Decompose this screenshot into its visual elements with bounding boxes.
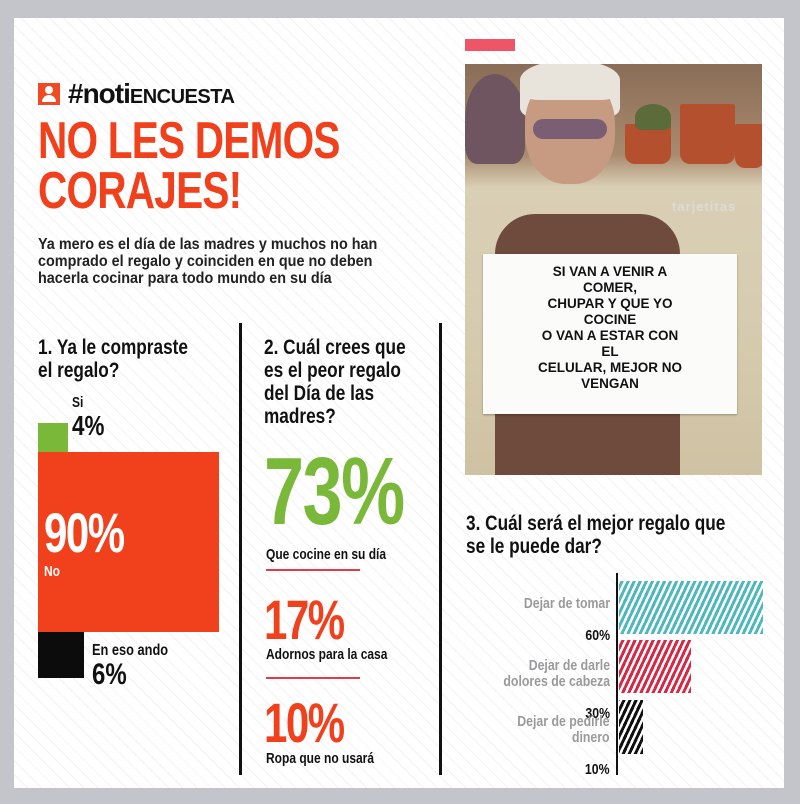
q3-answer-1-label: Dejar de tomar 60% [524, 580, 610, 660]
q2-answer-1-pct: 73% [264, 438, 405, 545]
brand-name: #notiENCUESTA [68, 78, 235, 110]
user-icon [38, 83, 60, 105]
q2-answer-3-label: Ropa que no usará [266, 750, 375, 767]
q1-si-block [38, 423, 68, 452]
page-title: NO LES DEMOS CORAJES! [38, 112, 340, 220]
q1-title-line-1: 1. Ya le compraste [38, 336, 188, 359]
q2-title-line-4: madres? [264, 405, 336, 428]
accent-tab [465, 39, 515, 51]
photo-watermark: tarjetitas [672, 199, 737, 214]
title-line-2: CORAJES! [38, 162, 242, 220]
q3-answer-3-label: Dejar de pedirle dinero 10% [518, 698, 610, 788]
infographic-card: #notiENCUESTA NO LES DEMOS CORAJES! Ya m… [14, 18, 784, 788]
brand-header: #notiENCUESTA [38, 78, 235, 110]
q1-si-label: Si [72, 394, 84, 411]
q3-bar-3 [619, 700, 643, 754]
q1-no-block [38, 452, 219, 632]
q2-title-line-2: es el peor regalo [264, 359, 401, 382]
q3-title: 3. Cuál será el mejor regalo que se le p… [466, 512, 725, 558]
q3-bar-2 [619, 640, 691, 693]
column-divider [239, 323, 242, 775]
column-divider [439, 323, 442, 775]
q3-axis [616, 573, 618, 775]
q2-title-line-1: 2. Cuál crees que [264, 336, 406, 359]
q1-no-pct: 90% [44, 501, 125, 564]
q2-title-line-3: del Día de las [264, 382, 375, 405]
q2-title: 2. Cuál crees que es el peor regalo del … [264, 336, 406, 428]
brand-encuesta: ENCUESTA [129, 86, 235, 108]
q2-answer-1-label: Que cocine en su día [266, 546, 387, 563]
q3-bar-1 [619, 581, 763, 634]
brand-hashtag: #noti [68, 78, 131, 109]
q3-answer-2-pct: 30% [585, 705, 610, 722]
divider [266, 569, 360, 571]
q3-answer-1-pct: 60% [585, 627, 610, 644]
divider [266, 677, 360, 679]
q1-title: 1. Ya le compraste el regalo? [38, 336, 188, 382]
q3-answer-1-text: Dejar de tomar [523, 595, 610, 612]
intro-text: Ya mero es el día de las madres y muchos… [38, 236, 378, 287]
q3-answer-2-text: Dejar de darle dolores de cabeza [503, 657, 610, 690]
q2-answer-2-pct: 17% [264, 588, 345, 651]
protest-sign: SI VAN A VENIR A COMER, CHUPAR Y QUE YO … [483, 254, 737, 414]
title-line-1: NO LES DEMOS [38, 112, 340, 170]
q1-en-eso-ando-pct: 6% [92, 658, 127, 691]
q1-en-eso-ando-label: En eso ando [92, 642, 169, 659]
q3-answer-3-text: Dejar de pedirle dinero [517, 713, 610, 746]
q1-si-pct: 4% [72, 410, 105, 441]
q1-title-line-2: el regalo? [38, 359, 120, 382]
sign-text: SI VAN A VENIR A COMER, CHUPAR Y QUE YO … [537, 264, 682, 391]
q3-title-line-1: 3. Cuál será el mejor regalo que [466, 512, 726, 535]
photo-grandmother-sign: tarjetitas SI VAN A VENIR A COMER, CHUPA… [465, 64, 762, 475]
q3-title-line-2: se le puede dar? [466, 535, 602, 558]
q3-answer-2-label: Dejar de darle dolores de cabeza 30% [503, 642, 610, 738]
q2-answer-2-label: Adornos para la casa [266, 646, 388, 663]
q3-answer-3-pct: 10% [585, 761, 610, 778]
q1-no-label: No [44, 563, 60, 580]
q1-en-eso-ando-block [38, 632, 84, 678]
q2-answer-3-pct: 10% [264, 691, 345, 754]
